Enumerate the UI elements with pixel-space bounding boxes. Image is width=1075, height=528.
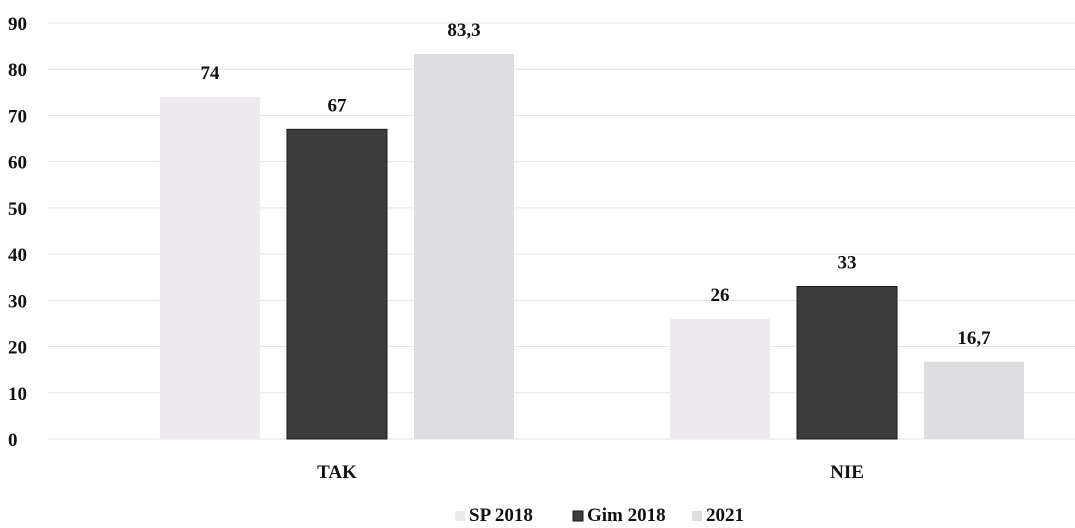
bar-sp-2018-nie xyxy=(670,318,770,439)
y-tick-label: 80 xyxy=(8,60,27,81)
data-label: 33 xyxy=(838,252,857,273)
bar-2021-tak xyxy=(414,53,514,440)
y-tick-label: 50 xyxy=(8,199,27,220)
data-label: 83,3 xyxy=(447,20,480,41)
y-tick-label: 90 xyxy=(8,14,27,35)
data-label: 67 xyxy=(328,95,348,116)
legend-swatch xyxy=(455,511,465,521)
data-label: 26 xyxy=(711,285,730,306)
data-label: 74 xyxy=(201,63,221,84)
x-axis-categories: TAK NIE xyxy=(317,462,864,483)
legend: SP 2018 Gim 2018 2021 xyxy=(455,505,744,526)
legend-label: SP 2018 xyxy=(469,505,533,526)
category-label: TAK xyxy=(317,462,357,483)
bar-gim-2018-tak xyxy=(286,128,388,440)
y-tick-label: 0 xyxy=(8,430,18,451)
data-labels: 74 67 83,3 26 33 16,7 xyxy=(201,20,992,349)
bar-sp-2018-tak xyxy=(160,96,260,439)
y-tick-label: 60 xyxy=(8,153,27,174)
y-tick-label: 20 xyxy=(8,338,27,359)
y-tick-label: 70 xyxy=(8,106,27,127)
category-label: NIE xyxy=(830,462,864,483)
y-axis-ticks: 0 10 20 30 40 50 60 70 80 90 xyxy=(8,14,27,451)
y-tick-label: 30 xyxy=(8,291,27,312)
data-label: 16,7 xyxy=(957,328,991,349)
legend-label: 2021 xyxy=(706,505,744,526)
y-tick-label: 40 xyxy=(8,245,27,266)
bars xyxy=(160,53,1024,440)
bar-gim-2018-nie xyxy=(796,285,898,440)
legend-label: Gim 2018 xyxy=(587,505,666,526)
legend-swatch xyxy=(692,511,702,521)
y-tick-label: 10 xyxy=(8,384,27,405)
bar-2021-nie xyxy=(924,361,1024,439)
legend-swatch xyxy=(572,510,584,522)
